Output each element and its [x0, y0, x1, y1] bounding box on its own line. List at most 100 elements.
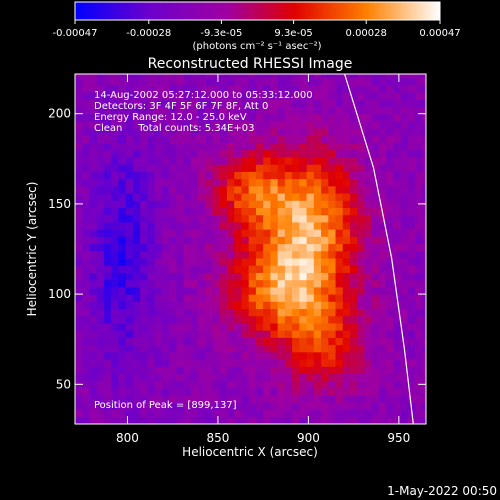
heatmap-cell: [198, 214, 206, 223]
heatmap-cell: [89, 387, 98, 396]
heatmap-cell: [277, 164, 286, 172]
heatmap-cell: [89, 373, 98, 382]
heatmap-cell: [212, 301, 221, 310]
heatmap-cell: [415, 156, 423, 165]
heatmap-cell: [118, 135, 127, 144]
heatmap-cell: [378, 149, 387, 158]
heatmap-cell: [386, 229, 394, 237]
heatmap-cell: [263, 84, 271, 93]
heatmap-cell: [82, 113, 90, 122]
heatmap-cell: [161, 164, 170, 172]
heatmap-cell: [140, 207, 148, 216]
heatmap-cell: [198, 322, 206, 331]
heatmap-cell: [400, 315, 409, 324]
heatmap-cell: [147, 409, 156, 418]
heatmap-cell: [96, 164, 105, 172]
heatmap-cell: [255, 236, 264, 245]
heatmap-cell: [299, 351, 308, 360]
heatmap-cell: [313, 221, 322, 230]
heatmap-cell: [205, 120, 214, 129]
heatmap-cell: [393, 315, 402, 324]
heatmap-cell: [415, 265, 423, 273]
heatmap-cell: [342, 164, 351, 172]
heatmap-cell: [140, 200, 148, 209]
heatmap-cell: [154, 185, 163, 194]
heatmap-cell: [378, 221, 387, 230]
heatmap-cell: [357, 229, 365, 237]
heatmap-cell: [400, 387, 409, 396]
heatmap-cell: [103, 337, 112, 346]
heatmap-cell: [407, 74, 416, 79]
heatmap-cell: [132, 214, 141, 223]
heatmap-cell: [313, 236, 322, 245]
heatmap-cell: [219, 416, 228, 424]
heatmap-cell: [219, 359, 228, 367]
heatmap-cell: [284, 395, 293, 403]
heatmap-cell: [161, 272, 170, 281]
heatmap-cell: [386, 330, 394, 338]
heatmap-cell: [118, 301, 127, 310]
heatmap-cell: [140, 92, 148, 100]
colorbar-tick-label: -9.3e-05: [200, 28, 242, 39]
heatmap-cell: [118, 402, 127, 411]
heatmap-cell: [75, 308, 83, 317]
heatmap-cell: [371, 416, 380, 424]
heatmap-cell: [226, 106, 235, 115]
heatmap-cell: [190, 301, 199, 310]
heatmap-cell: [400, 236, 409, 245]
heatmap-cell: [277, 135, 286, 144]
heatmap-cell: [118, 113, 127, 122]
heatmap-cell: [371, 250, 380, 259]
heatmap-cell: [219, 301, 228, 310]
heatmap-cell: [103, 243, 112, 252]
heatmap-cell: [147, 221, 156, 230]
heatmap-cell: [190, 258, 199, 266]
heatmap-cell: [75, 322, 83, 331]
heatmap-cell: [183, 92, 192, 100]
heatmap-cell: [357, 416, 365, 424]
heatmap-cell: [342, 272, 351, 281]
heatmap-cell: [82, 380, 90, 389]
heatmap-cell: [277, 99, 286, 107]
heatmap-cell: [270, 171, 279, 180]
heatmap-cell: [321, 113, 329, 122]
heatmap-cell: [371, 106, 380, 115]
heatmap-cell: [169, 164, 177, 172]
heatmap-cell: [386, 380, 394, 389]
heatmap-cell: [422, 279, 426, 288]
heatmap-cell: [103, 200, 112, 209]
heatmap-cell: [96, 113, 105, 122]
heatmap-cell: [132, 344, 141, 353]
heatmap-cell: [226, 337, 235, 346]
heatmap-cell: [89, 193, 98, 201]
heatmap-cell: [400, 395, 409, 403]
heatmap-cell: [306, 185, 315, 194]
heatmap-cell: [270, 308, 279, 317]
heatmap-cell: [183, 258, 192, 266]
heatmap-cell: [226, 185, 235, 194]
heatmap-cell: [161, 402, 170, 411]
heatmap-cell: [198, 164, 206, 172]
heatmap-cell: [190, 185, 199, 194]
heatmap-cell: [132, 402, 141, 411]
heatmap-cell: [111, 74, 119, 79]
heatmap-cell: [111, 330, 119, 338]
heatmap-cell: [386, 308, 394, 317]
heatmap-cell: [111, 185, 119, 194]
heatmap-cell: [118, 387, 127, 396]
heatmap-cell: [378, 380, 387, 389]
heatmap-cell: [248, 74, 257, 79]
heatmap-cell: [313, 185, 322, 194]
heatmap-cell: [393, 135, 402, 144]
heatmap-cell: [226, 120, 235, 129]
heatmap-cell: [400, 178, 409, 187]
heatmap-cell: [169, 315, 177, 324]
heatmap-cell: [212, 380, 221, 389]
heatmap-cell: [328, 402, 337, 411]
heatmap-cell: [82, 344, 90, 353]
heatmap-cell: [96, 92, 105, 100]
heatmap-cell: [132, 337, 141, 346]
heatmap-cell: [190, 156, 199, 165]
heatmap-cell: [190, 416, 199, 424]
heatmap-cell: [386, 373, 394, 382]
